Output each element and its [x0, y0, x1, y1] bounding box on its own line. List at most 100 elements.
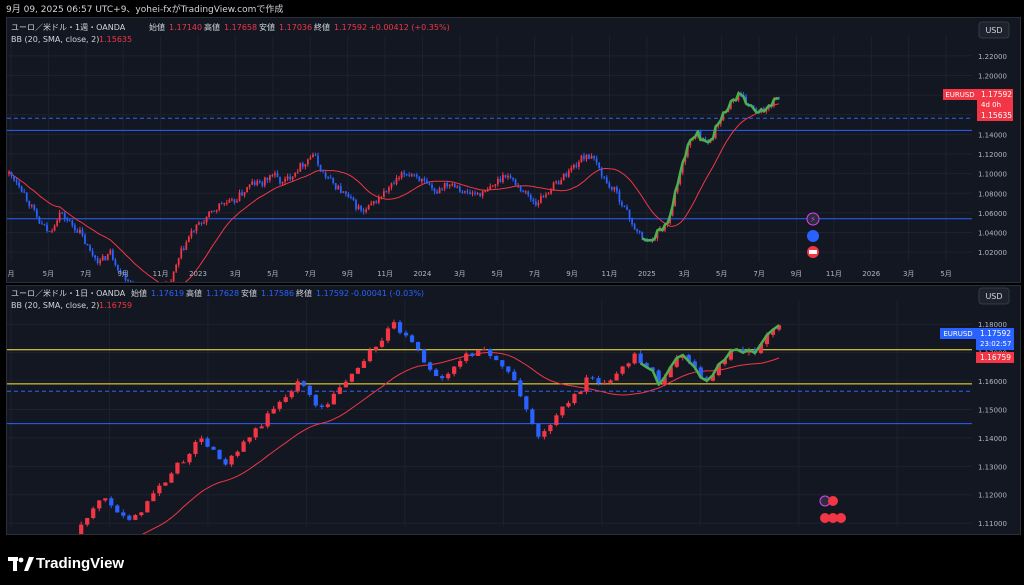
candle-body [261, 182, 264, 186]
candle-body [461, 191, 464, 193]
candle-body [281, 181, 284, 184]
candle-body [193, 230, 195, 232]
candle-body [714, 126, 717, 139]
candle-body [728, 350, 733, 360]
candle-body [464, 191, 466, 193]
candle-body [247, 437, 252, 442]
candle-body [211, 446, 216, 450]
candle-body [470, 353, 475, 357]
candle-body [433, 188, 436, 192]
y-tick-label: 1.14000 [978, 131, 1007, 139]
candle-body [502, 174, 504, 182]
y-tick-label: 1.11000 [978, 520, 1007, 528]
candle-body [269, 175, 271, 181]
candle-body [644, 363, 649, 368]
daily-price: 1.17592 [980, 329, 1011, 338]
weekly-chart-panel[interactable]: 1.220001.200001.180001.160001.140001.120… [6, 17, 1021, 306]
candle-body [391, 322, 397, 329]
weekly-event-icons[interactable]: ⚡ [806, 212, 820, 258]
candle-body [385, 191, 388, 193]
candle-body [277, 401, 282, 409]
x-tick-label: 3月 [454, 270, 465, 278]
tradingview-logo-icon [8, 557, 34, 571]
candle-body [524, 396, 529, 410]
candle-body [199, 438, 204, 442]
candle-body [585, 154, 588, 160]
candle-body [405, 174, 408, 176]
candle-body [170, 281, 172, 285]
candle-body [86, 244, 89, 246]
candle-body [139, 512, 144, 516]
weekly-bb-value: 1.15635 [99, 35, 132, 44]
candle-body [529, 195, 532, 200]
candle-body [540, 195, 542, 203]
candle-body [337, 387, 342, 394]
candle-body [10, 171, 13, 176]
candle-body [185, 242, 188, 250]
candle-body [710, 375, 715, 381]
candle-body [620, 366, 625, 374]
candle-body [301, 381, 306, 386]
weekly-x-axis: 月 5月 7月 9月 11月 2023 3月 5月 7月 9月 11月 2024 3月 5月 7月 9月 11月… [8, 270, 952, 278]
candle-body [246, 187, 248, 193]
daily-chart-svg[interactable]: 1.180001.170001.160001.150001.140001.130… [2, 286, 1020, 585]
candle-body [271, 408, 276, 414]
candle-body [319, 164, 322, 172]
candle-body [514, 179, 517, 186]
candle-body [408, 174, 411, 176]
candle-body [241, 441, 246, 452]
candle-body [127, 515, 132, 520]
candle-body [385, 328, 391, 341]
candle-body [494, 355, 499, 361]
candle-body [545, 194, 547, 197]
candle-body [602, 382, 607, 384]
candle-body [382, 191, 385, 198]
daily-currency-badge[interactable]: USD [978, 287, 1010, 305]
candle-body [580, 155, 583, 163]
candle-body [28, 200, 31, 207]
candle-body [388, 187, 390, 192]
daily-countdown: 23:02:57 [980, 340, 1011, 348]
candle-body [284, 178, 286, 182]
candle-body [332, 178, 335, 184]
weekly-chart-svg[interactable]: 1.220001.200001.180001.160001.140001.120… [7, 18, 1020, 306]
candle-body [289, 176, 292, 180]
y-tick-label: 1.18000 [978, 321, 1007, 329]
daily-chart-panel[interactable]: 1.180001.170001.160001.150001.140001.130… [2, 285, 1021, 585]
x-tick-label: 5月 [940, 270, 951, 278]
candle-body [99, 260, 102, 264]
weekly-bb-price: 1.15635 [981, 111, 1012, 120]
x-tick-label: 3月 [903, 270, 914, 278]
candle-body [175, 462, 180, 474]
weekly-title: ユーロ／米ドル・1週・OANDA [11, 22, 126, 32]
daily-hlines [7, 349, 972, 425]
candle-body [562, 173, 565, 181]
candle-body [518, 380, 523, 397]
candle-body [229, 455, 234, 465]
weekly-open: 1.17140 [169, 23, 202, 32]
daily-highlight-path [639, 324, 780, 386]
candle-body [248, 184, 251, 188]
y-tick-label: 1.16000 [978, 378, 1007, 386]
candle-body [567, 170, 570, 177]
x-tick-label: 11月 [377, 270, 393, 278]
candle-body [344, 191, 347, 194]
candle-body [355, 200, 357, 209]
lightning-event-icon [806, 212, 820, 226]
daily-event-icons[interactable] [819, 495, 846, 523]
daily-close-label: 終値 [296, 288, 312, 298]
candle-body [638, 231, 641, 233]
candle-body [481, 191, 484, 197]
candle-body [590, 156, 593, 159]
candle-body [61, 212, 64, 214]
weekly-open-label: 始値 [149, 22, 165, 32]
x-tick-label: 9月 [117, 270, 128, 278]
daily-legend: ユーロ／米ドル・1日・OANDA 始値 1.17619 高値 1.17628 安… [11, 288, 424, 310]
us-flag-event-icon [836, 513, 846, 523]
candle-body [85, 517, 90, 525]
weekly-currency-badge[interactable]: USD [978, 21, 1010, 39]
candle-body [572, 394, 577, 404]
candle-body [236, 201, 238, 203]
candle-body [18, 182, 21, 187]
candle-body [304, 164, 307, 167]
